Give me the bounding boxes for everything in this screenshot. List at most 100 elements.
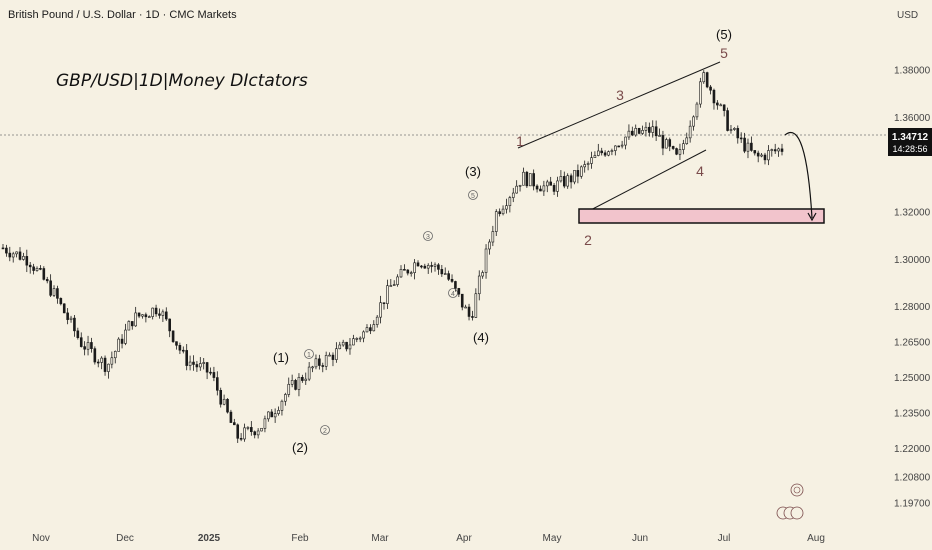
channel-lower-line <box>582 149 707 215</box>
candle-body <box>539 188 542 192</box>
candle-body <box>301 376 304 381</box>
candle-body <box>52 288 56 296</box>
price-tick-label: 1.36000 <box>894 113 931 124</box>
candle-body <box>229 411 233 423</box>
economic-event-icon[interactable] <box>790 483 804 497</box>
candle-body <box>66 312 69 320</box>
candle-body <box>294 380 297 390</box>
candle-body <box>413 262 416 273</box>
candle-body <box>372 324 376 332</box>
candle-body <box>107 363 110 372</box>
candle-body <box>675 148 678 155</box>
candle-body <box>750 142 753 151</box>
candle-body <box>614 145 617 151</box>
time-tick-label: Jun <box>632 533 648 544</box>
candle-body <box>233 422 236 426</box>
candle-body <box>559 176 563 182</box>
time-tick-label: May <box>543 533 562 544</box>
candle-body <box>375 316 379 325</box>
candle-body <box>270 411 274 418</box>
candle-body <box>144 314 148 318</box>
candle-body <box>467 306 471 317</box>
economic-events-stack-icon[interactable] <box>776 506 804 520</box>
candle-body <box>437 264 440 270</box>
candle-body <box>32 266 35 271</box>
price-tick-label: 1.19700 <box>894 498 931 509</box>
target-zone-box[interactable] <box>578 208 825 224</box>
candle-body <box>127 321 131 331</box>
candle-body <box>665 139 668 149</box>
candle-body <box>345 341 348 350</box>
candle-body <box>603 152 607 156</box>
candle-body <box>535 185 539 190</box>
circled-wave-1-text: 1 <box>307 352 311 359</box>
candle-body <box>624 136 627 146</box>
candle-body <box>440 269 444 275</box>
candle-body <box>617 145 621 148</box>
candle-body <box>525 171 529 187</box>
candle-body <box>341 341 345 346</box>
candle-body <box>273 413 277 418</box>
watermark-title: GBP/USD|1D|Money DIctators <box>56 71 308 91</box>
candle-body <box>260 427 263 432</box>
candle-body <box>712 89 716 104</box>
candle-body <box>454 281 457 289</box>
candle-body <box>392 284 396 286</box>
candle-body <box>430 265 433 267</box>
candle-body <box>246 427 250 429</box>
price-scale-panel[interactable] <box>886 0 932 550</box>
candle-body <box>110 357 114 365</box>
candle-body <box>141 314 144 317</box>
candle-body <box>699 81 702 105</box>
candle-body <box>501 208 505 215</box>
candle-body <box>477 275 481 295</box>
candle-body <box>777 148 780 152</box>
candle-body <box>195 364 199 368</box>
candle-body <box>409 272 413 274</box>
candle-body <box>661 135 665 149</box>
candle-body <box>307 366 311 380</box>
time-tick-label: Mar <box>371 533 389 544</box>
circled-wave-2-icon: 2 <box>320 425 330 435</box>
candle-body <box>488 241 491 250</box>
candle-body <box>532 173 535 187</box>
candle-body <box>11 253 15 258</box>
candle-body <box>25 256 29 266</box>
candle-body <box>226 398 229 413</box>
candle-body <box>382 302 386 304</box>
currency-label[interactable]: USD <box>897 10 918 21</box>
candle-body <box>62 303 66 314</box>
candle-body <box>505 205 508 210</box>
candle-body <box>168 318 171 332</box>
candle-body <box>69 317 73 320</box>
candle-body <box>695 103 699 118</box>
time-tick-label: 2025 <box>198 533 221 544</box>
circled-wave-4-icon: 4 <box>448 288 458 298</box>
candle-body <box>450 278 454 282</box>
candle-body <box>634 128 638 136</box>
candle-body <box>250 427 253 433</box>
candle-body <box>399 268 403 278</box>
candle-body <box>318 358 321 366</box>
candle-body <box>515 185 518 194</box>
time-tick-label: Aug <box>807 533 825 544</box>
candle-body <box>338 344 342 350</box>
price-tick-label: 1.22000 <box>894 444 931 455</box>
candle-body <box>120 338 124 344</box>
time-axis[interactable]: Nov Dec 2025 Feb Mar Apr May Jun Jul Aug <box>32 533 825 544</box>
candle-body <box>671 146 675 149</box>
wave-4-minor-label: 4 <box>696 163 704 179</box>
candle-body <box>739 137 743 140</box>
wave-2-minor-label: 2 <box>584 232 592 248</box>
candle-body <box>76 330 80 338</box>
circled-wave-1-icon: 1 <box>304 349 314 359</box>
candle-body <box>702 72 706 83</box>
circled-wave-3-icon: 3 <box>423 231 433 241</box>
candle-body <box>267 411 270 420</box>
candle-body <box>1 247 5 250</box>
candle-body <box>518 184 522 187</box>
candle-body <box>682 143 685 150</box>
candle-body <box>59 298 63 305</box>
candle-body <box>654 126 658 137</box>
